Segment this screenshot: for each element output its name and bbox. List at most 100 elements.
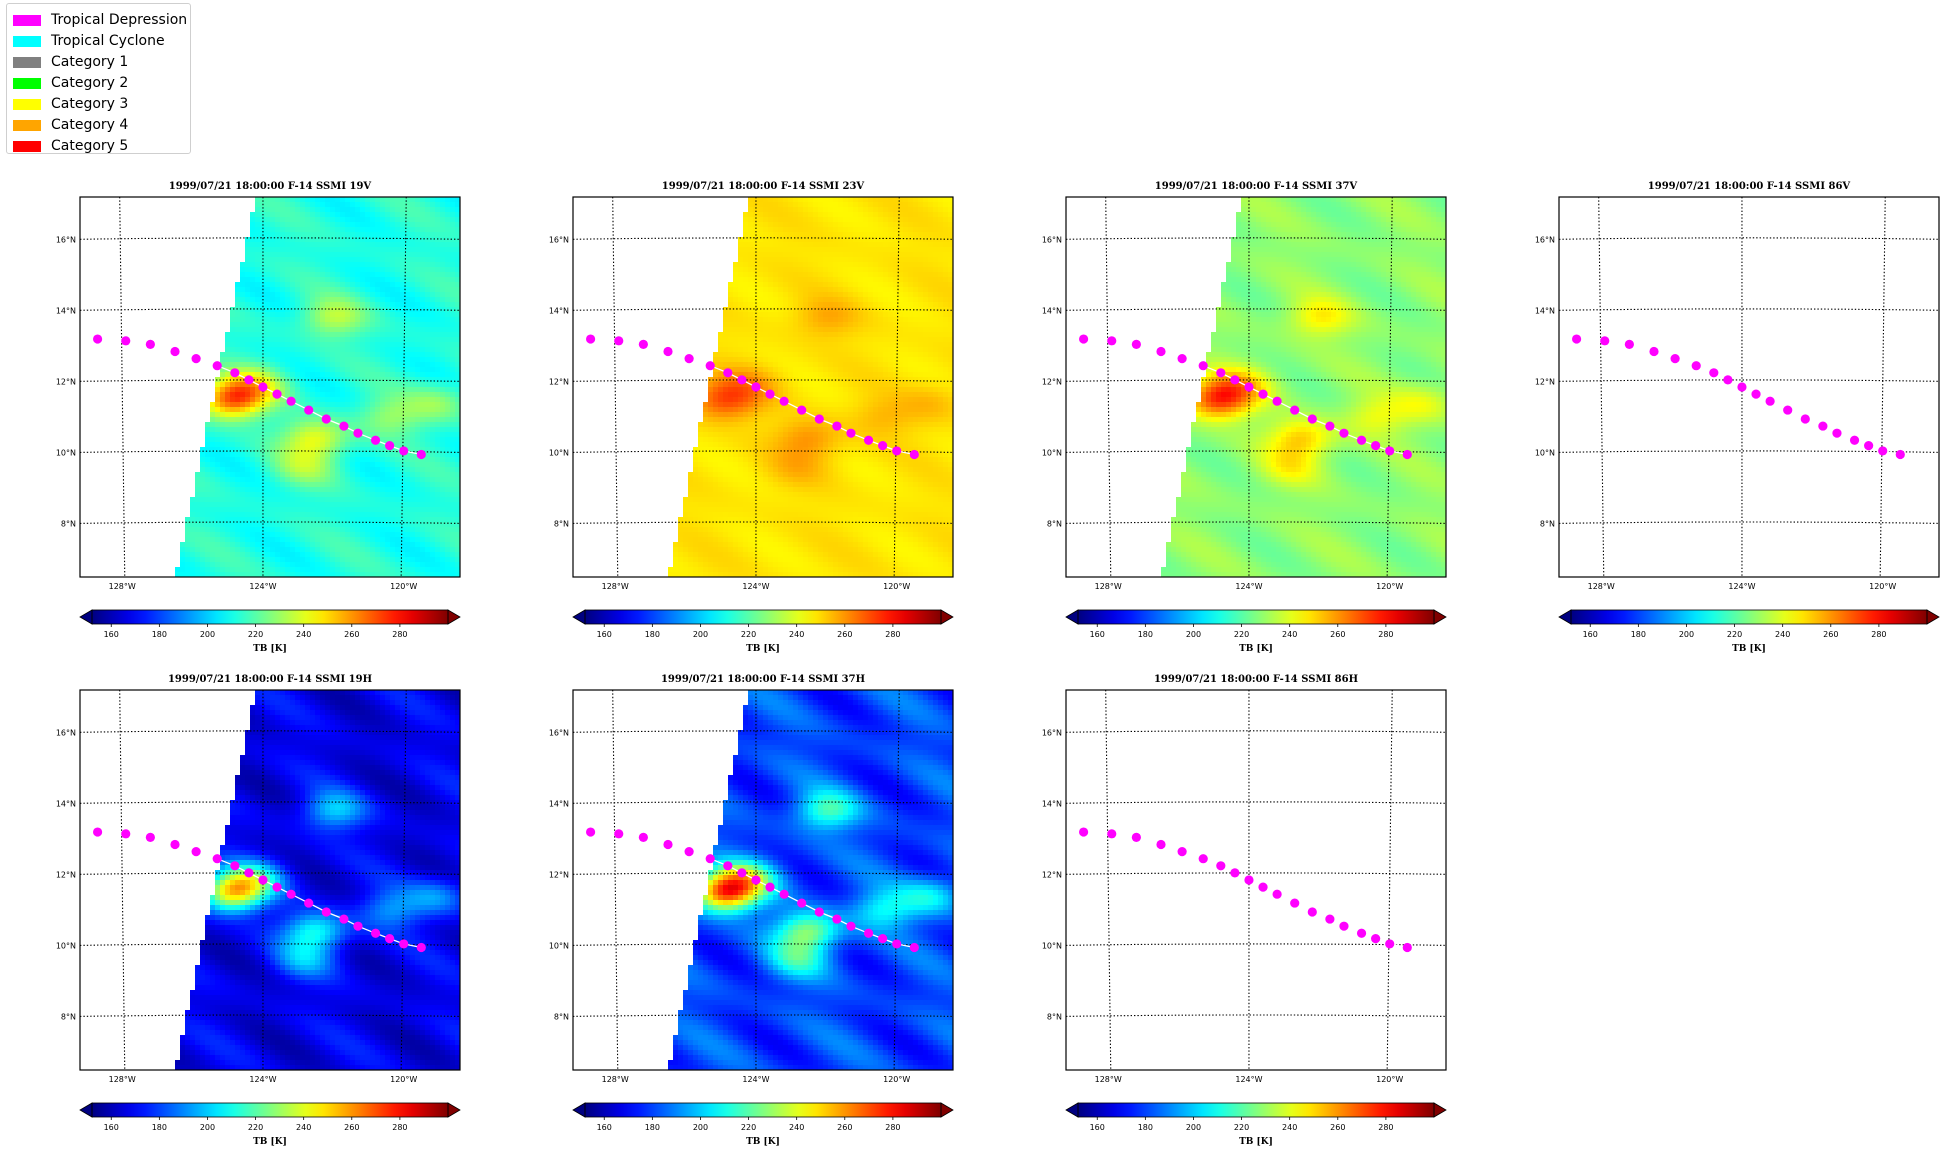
tb-pixel	[275, 282, 281, 288]
tb-pixel	[808, 207, 814, 213]
tb-pixel	[828, 322, 834, 328]
tb-pixel	[305, 462, 311, 468]
tb-pixel	[295, 432, 301, 438]
tb-pixel	[235, 352, 241, 358]
tb-pixel	[420, 517, 426, 523]
tb-pixel	[435, 332, 441, 338]
tb-pixel	[240, 447, 246, 453]
tb-pixel	[420, 297, 426, 303]
tb-pixel	[868, 287, 874, 293]
tb-pixel	[205, 452, 211, 458]
tb-pixel	[395, 452, 401, 458]
tb-pixel	[310, 382, 316, 388]
tb-pixel	[868, 282, 874, 288]
tb-pixel	[305, 282, 311, 288]
tb-pixel	[818, 212, 824, 218]
tb-pixel	[420, 362, 426, 368]
tb-pixel	[355, 567, 361, 573]
tb-pixel	[818, 197, 824, 203]
tb-pixel	[893, 207, 899, 213]
tb-pixel	[455, 267, 460, 273]
tb-pixel	[380, 217, 386, 223]
tb-pixel	[923, 302, 929, 308]
tb-pixel	[420, 282, 426, 288]
tb-pixel	[370, 527, 376, 533]
tb-pixel	[340, 537, 346, 543]
tb-pixel	[265, 332, 271, 338]
tb-pixel	[340, 222, 346, 228]
tb-pixel	[350, 372, 356, 378]
tb-pixel	[385, 492, 391, 498]
tb-pixel	[848, 312, 854, 318]
tb-pixel	[235, 487, 241, 493]
legend-item: Category 4	[13, 115, 128, 135]
tb-pixel	[415, 477, 421, 483]
tb-pixel	[325, 402, 331, 408]
tb-pixel	[798, 257, 804, 263]
tb-pixel	[778, 327, 784, 333]
tb-pixel	[435, 547, 441, 553]
tb-pixel	[280, 272, 286, 278]
tb-pixel	[400, 537, 406, 543]
tb-pixel	[255, 252, 261, 258]
tb-pixel	[853, 297, 859, 303]
tb-pixel	[310, 347, 316, 353]
tb-pixel	[280, 557, 286, 563]
tb-pixel	[350, 432, 356, 438]
tb-pixel	[305, 562, 311, 568]
tb-pixel	[828, 307, 834, 313]
tb-pixel	[410, 442, 416, 448]
tb-pixel	[265, 197, 271, 203]
tb-pixel	[310, 447, 316, 453]
meridian-line	[400, 197, 407, 577]
tb-pixel	[450, 412, 456, 418]
tb-pixel	[788, 222, 794, 228]
tb-pixel	[300, 457, 306, 463]
tb-pixel	[240, 317, 246, 323]
tb-pixel	[250, 527, 256, 533]
tb-pixel	[400, 472, 406, 478]
tb-pixel	[938, 322, 944, 328]
tb-pixel	[290, 492, 296, 498]
tb-pixel	[350, 392, 356, 398]
tb-pixel	[195, 502, 201, 508]
tb-pixel	[878, 207, 884, 213]
tb-pixel	[410, 307, 416, 313]
tb-pixel	[255, 262, 261, 268]
tb-pixel	[330, 297, 336, 303]
tb-pixel	[430, 557, 436, 563]
tb-pixel	[270, 497, 276, 503]
tb-pixel	[455, 497, 460, 503]
tb-pixel	[245, 317, 251, 323]
tb-pixel	[265, 572, 271, 577]
tb-pixel	[793, 292, 799, 298]
tb-pixel	[295, 257, 301, 263]
tb-pixel	[420, 197, 426, 203]
tb-pixel	[380, 467, 386, 473]
tb-pixel	[813, 277, 819, 283]
tb-pixel	[300, 387, 306, 393]
tb-pixel	[240, 507, 246, 513]
tb-pixel	[943, 217, 949, 223]
tb-pixel	[375, 367, 381, 373]
tb-pixel	[355, 217, 361, 223]
tb-pixel	[395, 382, 401, 388]
tb-pixel	[410, 437, 416, 443]
tb-pixel	[923, 317, 929, 323]
tb-pixel	[405, 492, 411, 498]
tb-pixel	[290, 202, 296, 208]
tb-pixel	[375, 547, 381, 553]
tb-pixel	[300, 197, 306, 203]
tb-pixel	[375, 417, 381, 423]
tb-pixel	[250, 232, 256, 238]
tb-pixel	[390, 252, 396, 258]
tb-pixel	[360, 407, 366, 413]
tb-pixel	[245, 552, 251, 558]
tb-pixel	[375, 537, 381, 543]
tb-pixel	[305, 277, 311, 283]
tb-pixel	[425, 332, 431, 338]
tb-pixel	[385, 227, 391, 233]
tb-pixel	[345, 557, 351, 563]
tb-pixel	[270, 532, 276, 538]
tb-pixel	[275, 212, 281, 218]
